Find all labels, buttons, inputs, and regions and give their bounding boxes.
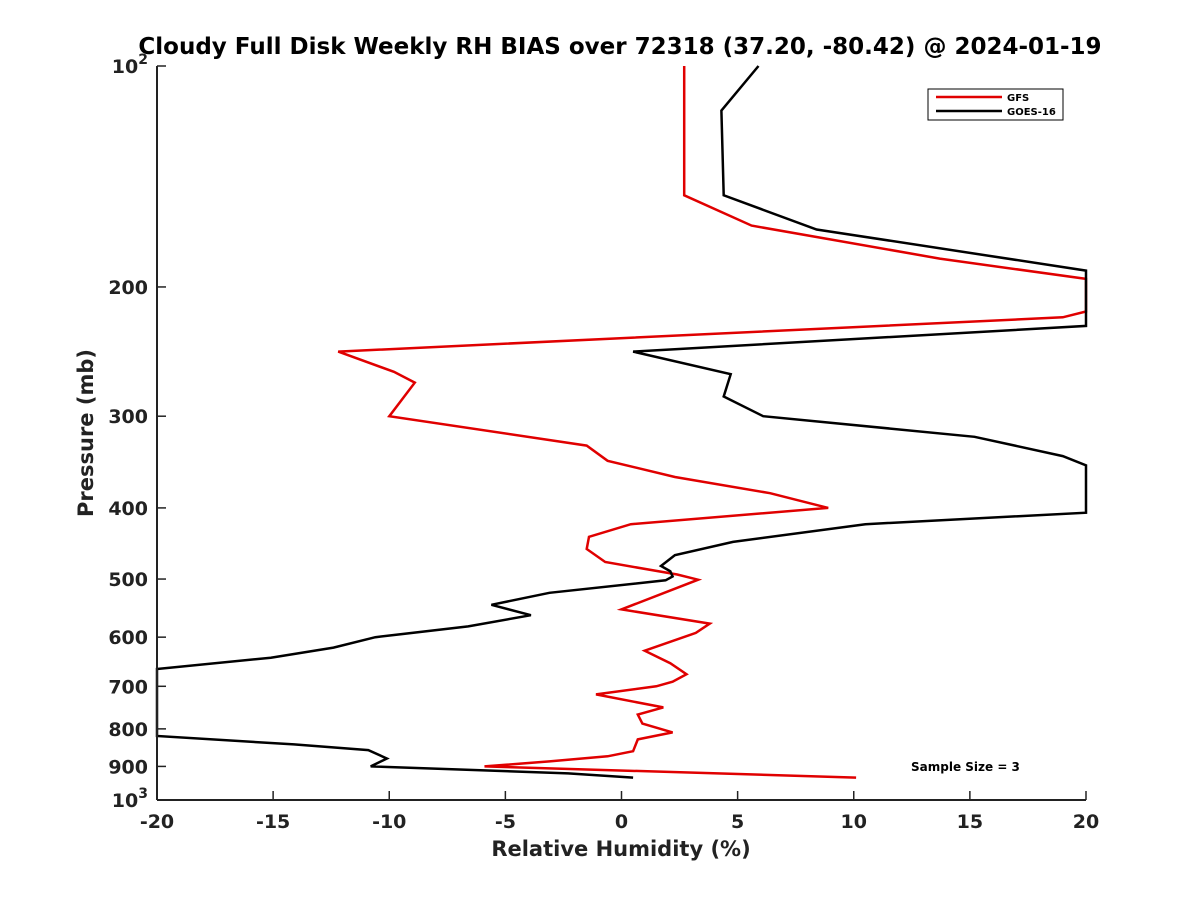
legend-label-goes16: GOES-16 — [1007, 107, 1056, 118]
sample-size-annotation: Sample Size = 3 — [911, 760, 1020, 774]
y-tick-label: 500 — [108, 569, 148, 591]
legend-label-gfs: GFS — [1007, 93, 1029, 104]
y-tick-label: 800 — [108, 719, 148, 741]
series-layer — [155, 65, 1088, 779]
x-tick-label: 5 — [731, 811, 744, 833]
y-ticks: 102 200 300 400 500 600 700 800 900 103 — [108, 52, 166, 812]
x-tick-label: 0 — [615, 811, 628, 833]
x-tick-label: -5 — [495, 811, 516, 833]
x-tick-label: 15 — [957, 811, 983, 833]
y-tick-label: 103 — [112, 786, 148, 812]
y-tick-label: 700 — [108, 676, 148, 698]
y-tick-label: 600 — [108, 627, 148, 649]
chart-title: Cloudy Full Disk Weekly RH BIAS over 723… — [138, 34, 1101, 60]
x-tick-label: -20 — [140, 811, 174, 833]
y-tick-label: 200 — [108, 277, 148, 299]
y-tick-label: 300 — [108, 406, 148, 428]
x-tick-label: -15 — [256, 811, 290, 833]
x-tick-label: 20 — [1073, 811, 1099, 833]
y-axis-label: Pressure (mb) — [74, 349, 98, 517]
series-line-goes-16 — [155, 65, 1088, 779]
y-tick-label: 102 — [112, 52, 148, 78]
x-axis-label: Relative Humidity (%) — [491, 837, 750, 861]
legend-box — [927, 88, 1064, 121]
series-line-gfs — [337, 66, 1088, 779]
x-tick-label: 10 — [841, 811, 867, 833]
x-tick-label: -10 — [372, 811, 406, 833]
y-tick-label: 900 — [108, 756, 148, 778]
x-ticks: -20 -15 -10 -5 0 5 10 15 20 — [140, 791, 1099, 833]
y-tick-label: 400 — [108, 498, 148, 520]
legend: GFS GOES-16 — [927, 88, 1064, 121]
